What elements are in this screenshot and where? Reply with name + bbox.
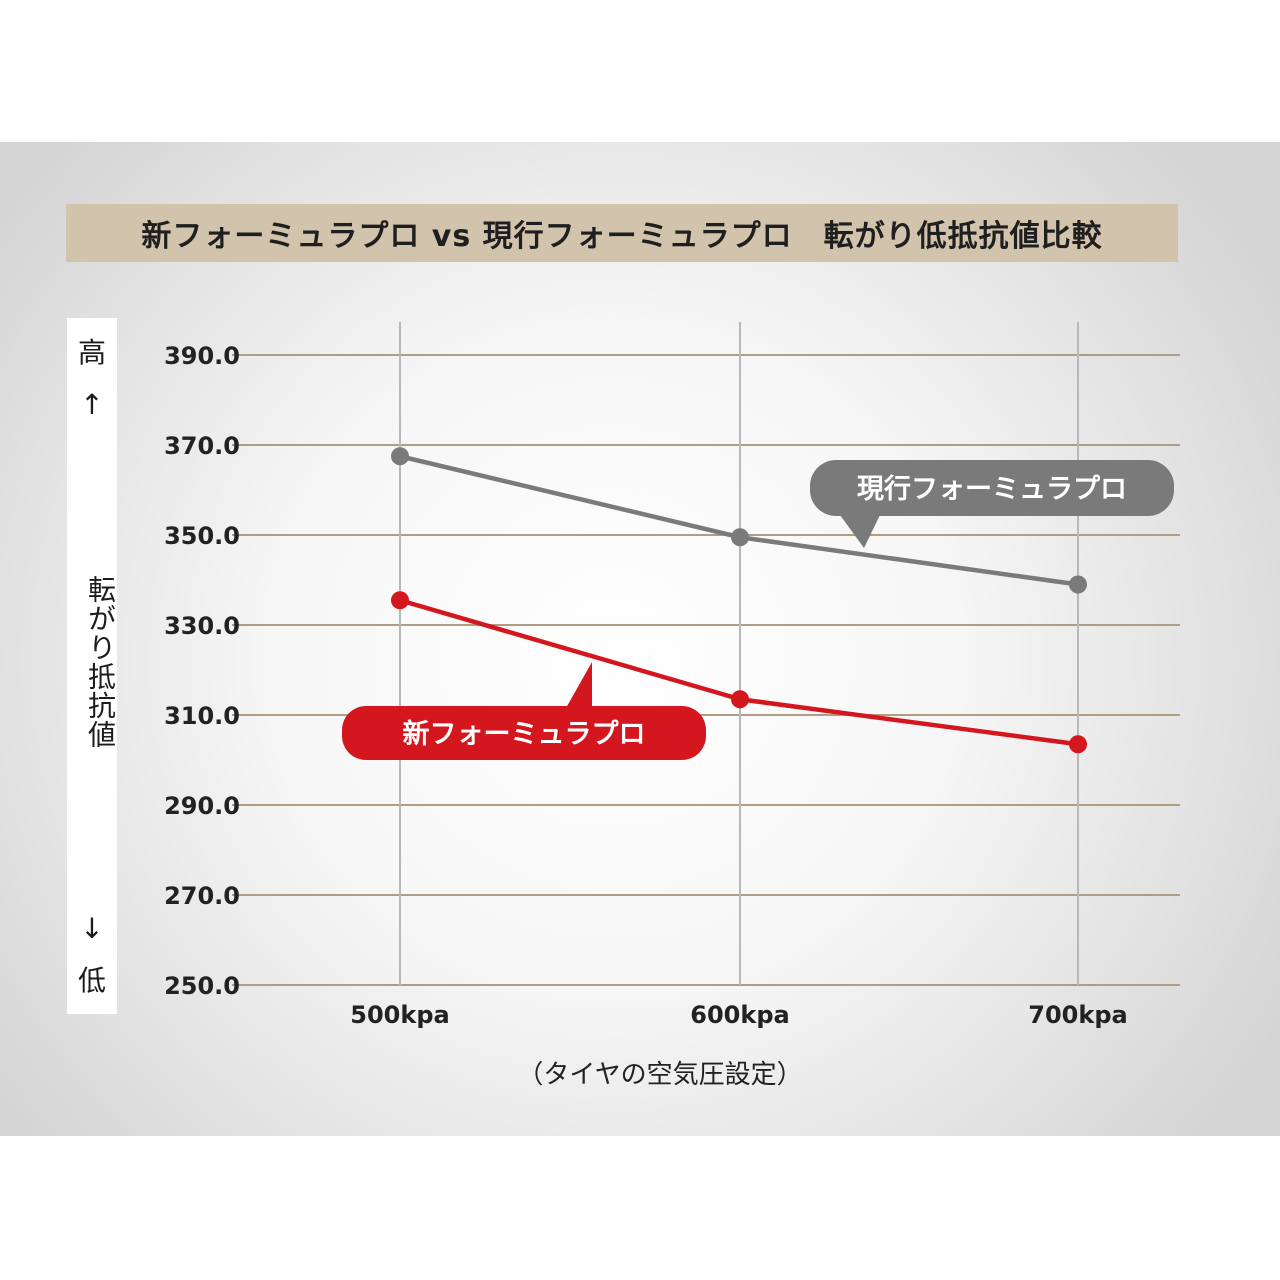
y-tick-label: 270.0 [164,882,240,910]
data-point [391,447,409,466]
callout-bubble [342,706,706,760]
x-tick-label: 600kpa [690,1001,789,1029]
y-tick-label: 290.0 [164,792,240,820]
y-tick-label: 370.0 [164,432,240,460]
callout-pointer [840,515,880,548]
x-axis-label: （タイヤの空気圧設定） [517,1060,803,1090]
x-tick-label: 500kpa [350,1001,449,1029]
y-tick-label: 330.0 [164,612,240,640]
y-axis-down-arrow: ↓ [80,912,104,945]
data-point [391,591,409,610]
data-point [731,528,749,547]
y-tick-label: 310.0 [164,702,240,730]
data-point [1069,575,1087,594]
y-axis-up-arrow: ↑ [80,388,104,421]
y-axis-low-label: 低 [77,964,106,997]
callout-pointer [566,662,592,708]
legend-label: 現行フォーミュラプロ [857,473,1127,505]
x-tick-label: 700kpa [1028,1001,1127,1029]
y-tick-label: 390.0 [164,342,240,370]
y-tick-label: 250.0 [164,972,240,1000]
y-tick-label: 350.0 [164,522,240,550]
data-point [1069,735,1087,754]
chart-title: 新フォーミュラプロ vs 現行フォーミュラプロ 転がり低抵抗値比較 [66,204,1178,262]
chart-background [0,142,1280,1136]
data-point [731,690,749,709]
y-axis-label-box [67,318,117,1014]
callout-bubble [810,460,1174,516]
y-axis-label: 転がり抵抗値 [84,575,117,749]
legend-label: 新フォーミュラプロ [403,718,646,750]
y-axis-high-label: 高 [77,336,106,369]
